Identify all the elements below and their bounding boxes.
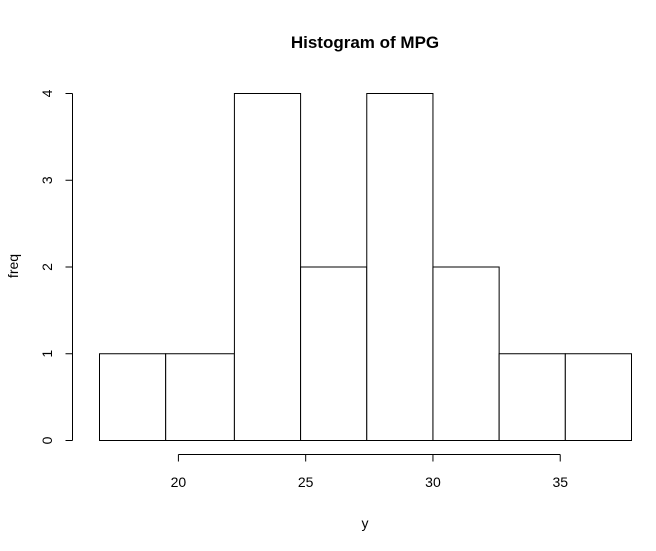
x-tick-label: 35	[552, 474, 568, 490]
histogram-bar	[300, 266, 368, 441]
x-axis: 20 25 30 35	[171, 454, 568, 490]
x-tick-label: 25	[298, 474, 314, 490]
y-axis-label: freq	[5, 254, 21, 278]
histogram-bar	[99, 353, 167, 441]
x-tick-label: 20	[171, 474, 187, 490]
chart-title: Histogram of MPG	[291, 33, 439, 52]
histogram-bar	[233, 93, 302, 441]
bars-group	[99, 93, 632, 441]
y-tick-label: 3	[39, 176, 55, 184]
y-tick-label: 2	[39, 263, 55, 271]
y-tick-label: 1	[39, 350, 55, 358]
histogram-bar	[564, 353, 632, 441]
histogram-bar	[165, 353, 235, 441]
histogram-bar	[498, 353, 566, 441]
histogram-bar	[432, 266, 500, 441]
x-axis-label: y	[362, 515, 369, 531]
y-axis: 0 1 2 3 4	[39, 89, 73, 444]
x-tick-label: 30	[425, 474, 441, 490]
y-tick-label: 0	[39, 436, 55, 444]
y-tick-label: 4	[39, 89, 55, 97]
histogram-bar	[366, 93, 434, 441]
